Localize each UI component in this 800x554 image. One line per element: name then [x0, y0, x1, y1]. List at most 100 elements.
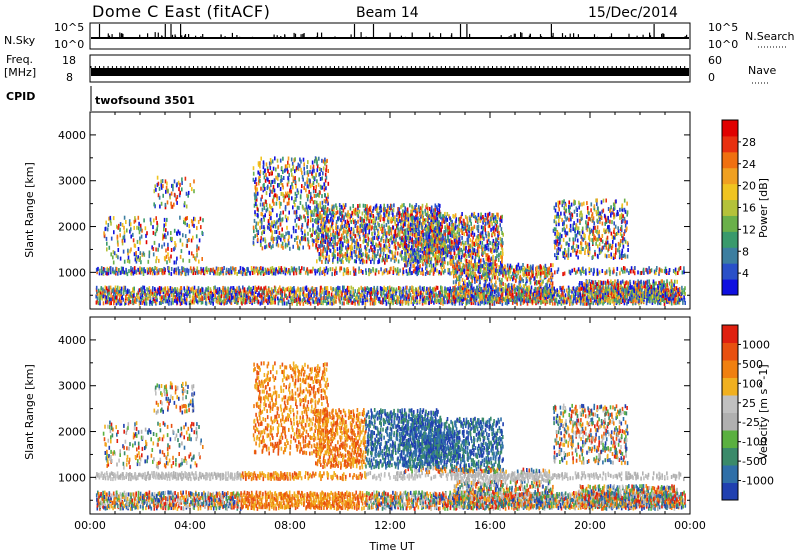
- echo-cell: [251, 289, 254, 294]
- echo-cell: [117, 271, 119, 276]
- echo-cell: [414, 269, 417, 274]
- echo-cell: [325, 160, 327, 164]
- echo-cell: [406, 293, 409, 298]
- echo-cell: [344, 252, 347, 256]
- echo-cell: [267, 177, 269, 182]
- echo-cell: [585, 268, 587, 273]
- echo-cell: [298, 205, 300, 210]
- echo-cell: [367, 208, 369, 212]
- echo-cell: [683, 290, 685, 295]
- echo-cell: [562, 299, 564, 304]
- echo-cell: [358, 301, 360, 306]
- echo-cell: [227, 292, 230, 297]
- echo-cell: [320, 296, 323, 301]
- echo-cell: [159, 289, 162, 294]
- echo-cell: [109, 266, 112, 271]
- echo-cell: [388, 254, 390, 259]
- echo-cell: [217, 300, 219, 305]
- echo-cell: [272, 195, 275, 200]
- echo-cell: [268, 295, 271, 300]
- echo-cell: [559, 295, 562, 300]
- echo-cell: [414, 258, 417, 263]
- echo-cell: [327, 268, 329, 273]
- echo-cell: [405, 262, 408, 267]
- echo-cell: [208, 298, 211, 303]
- echo-cell: [590, 288, 593, 293]
- echo-cell: [397, 245, 400, 250]
- echo-cell: [282, 233, 284, 238]
- echo-cell: [339, 250, 341, 255]
- echo-cell: [220, 270, 222, 275]
- echo-cell: [381, 223, 383, 228]
- echo-cell: [554, 270, 556, 275]
- echo-cell: [182, 258, 184, 263]
- echo-cell: [178, 269, 181, 273]
- echo-cell: [311, 238, 314, 243]
- echo-cell: [180, 297, 183, 302]
- echo-cell: [274, 193, 277, 198]
- echo-cell: [478, 294, 480, 299]
- echo-cell: [559, 285, 561, 290]
- echo-cell: [164, 202, 167, 207]
- echo-cell: [116, 287, 118, 292]
- echo-cell: [373, 298, 375, 303]
- echo-cell: [302, 290, 305, 295]
- echo-cell: [444, 268, 446, 273]
- echo-cell: [649, 287, 651, 292]
- echo-cell: [285, 293, 287, 298]
- echo-cell: [297, 167, 300, 172]
- echo-cell: [229, 299, 231, 304]
- echo-cell: [155, 259, 157, 264]
- echo-cell: [412, 295, 414, 300]
- echo-cell: [181, 270, 183, 275]
- echo-cell: [273, 178, 276, 183]
- echo-cell: [290, 299, 293, 304]
- echo-cell: [262, 237, 264, 242]
- echo-cell: [274, 300, 276, 305]
- echo-cell: [107, 271, 110, 276]
- echo-cell: [167, 242, 169, 247]
- echo-cell: [359, 216, 362, 221]
- echo-cell: [182, 292, 184, 297]
- echo-cell: [140, 234, 143, 239]
- echo-cell: [102, 287, 104, 292]
- echo-cell: [312, 180, 315, 185]
- echo-cell: [572, 286, 575, 291]
- echo-cell: [271, 159, 274, 164]
- echo-cell: [271, 296, 274, 301]
- echo-cell: [279, 187, 282, 191]
- echo-cell: [182, 299, 185, 304]
- echo-cell: [413, 239, 415, 244]
- echo-cell: [325, 186, 327, 191]
- echo-cell: [325, 286, 327, 291]
- echo-cell: [450, 288, 453, 293]
- echo-cell: [457, 286, 459, 291]
- echo-cell: [364, 253, 367, 258]
- echo-cell: [361, 216, 363, 221]
- echo-cell: [117, 299, 119, 304]
- echo-cell: [283, 195, 286, 200]
- echo-cell: [265, 172, 267, 177]
- echo-cell: [280, 237, 282, 242]
- echo-cell: [107, 268, 110, 273]
- echo-cell: [365, 254, 368, 259]
- echo-cell: [371, 256, 374, 261]
- echo-cell: [361, 211, 364, 216]
- echo-cell: [402, 299, 404, 304]
- echo-cell: [290, 296, 292, 301]
- echo-cell: [127, 294, 130, 299]
- echo-cell: [284, 214, 287, 219]
- echo-cell: [409, 253, 412, 258]
- echo-cell: [357, 219, 359, 224]
- echo-cell: [140, 227, 142, 232]
- echo-cell: [364, 301, 367, 306]
- echo-cell: [280, 295, 282, 300]
- echo-cell: [382, 251, 385, 256]
- echo-cell: [150, 221, 152, 226]
- echo-cell: [189, 299, 192, 304]
- echo-cell: [511, 287, 514, 292]
- echo-cell: [311, 269, 313, 274]
- echo-cell: [174, 295, 177, 300]
- echo-cell: [309, 209, 312, 214]
- echo-cell: [446, 295, 448, 300]
